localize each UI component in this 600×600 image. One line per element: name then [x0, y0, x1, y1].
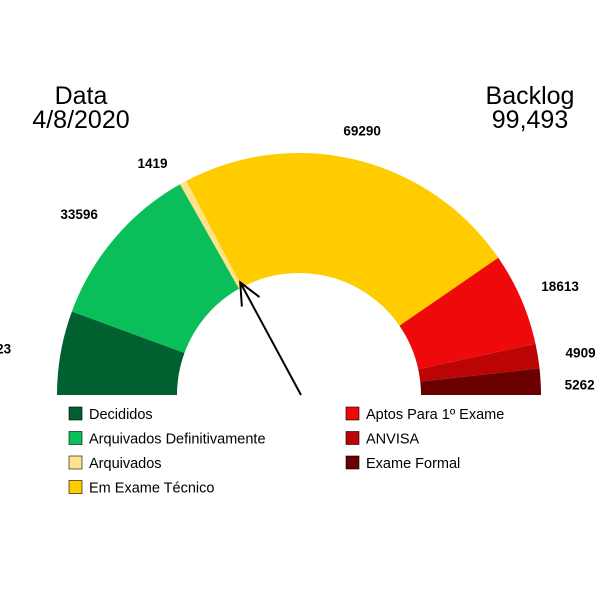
legend-swatch-arquivados: [69, 456, 82, 469]
needle-shaft: [240, 282, 301, 395]
legend-swatch-exame-formal: [346, 456, 359, 469]
legend-label-anvisa: ANVISA: [366, 432, 420, 448]
legend-swatch-arquivados-definitivamente: [69, 432, 82, 445]
gauge-needle: [240, 282, 301, 395]
value-label-em-exame-tecnico: 69290: [343, 124, 381, 139]
legend-label-aptos-para-1-exame: Aptos Para 1º Exame: [366, 407, 504, 423]
legend-swatch-aptos-para-1-exame: [346, 407, 359, 420]
legend-label-arquivados: Arquivados: [89, 456, 162, 472]
legend-label-exame-formal: Exame Formal: [366, 456, 460, 472]
backlog-value: 99,493: [492, 106, 568, 134]
legend-label-em-exame-tecnico: Em Exame Técnico: [89, 481, 214, 497]
legend-label-arquivados-definitivamente: Arquivados Definitivamente: [89, 432, 266, 448]
legend-swatch-em-exame-tecnico: [69, 481, 82, 494]
value-label-aptos-para-1-exame: 18613: [541, 279, 579, 294]
value-label-arquivados: 1419: [138, 156, 168, 171]
value-label-arquivados-definitivamente: 33596: [60, 207, 98, 222]
legend: Decididos Arquivados Definitivamente Arqui…: [69, 407, 504, 497]
legend-swatch-decididos: [69, 407, 82, 420]
gauge-segments: [57, 153, 541, 395]
legend-swatch-anvisa: [346, 432, 359, 445]
value-label-decididos: 16823: [0, 342, 12, 357]
value-label-exame-formal: 5262: [565, 377, 595, 392]
date-value: 4/8/2020: [32, 106, 129, 134]
value-label-anvisa: 4909: [566, 345, 596, 360]
legend-label-decididos: Decididos: [89, 407, 153, 423]
